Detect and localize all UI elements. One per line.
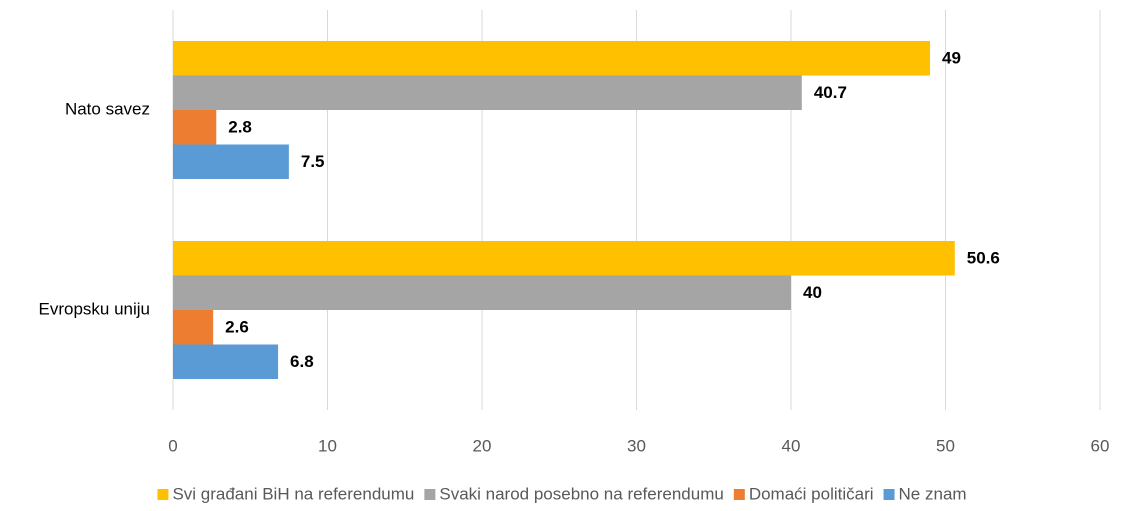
- x-tick-label: 20: [473, 436, 492, 455]
- x-tick-label: 0: [168, 436, 177, 455]
- data-label: 49: [942, 49, 961, 68]
- bar: [173, 75, 802, 110]
- data-label: 2.6: [225, 318, 249, 337]
- data-label: 40.7: [814, 83, 847, 102]
- bar: [173, 110, 217, 145]
- category-label: Nato savez: [65, 99, 150, 118]
- legend-swatch: [424, 489, 436, 500]
- legend-label: Ne znam: [899, 484, 967, 503]
- bar: [173, 41, 931, 76]
- data-label: 2.8: [228, 118, 252, 137]
- legend-swatch: [883, 489, 895, 500]
- bar: [173, 344, 279, 379]
- legend-label: Domaći političari: [749, 484, 874, 503]
- data-label: 7.5: [301, 152, 325, 171]
- legend-swatch: [733, 489, 745, 500]
- category-label: Evropsku uniju: [38, 299, 150, 318]
- bar: [173, 241, 955, 276]
- bar: [173, 310, 214, 345]
- bar: [173, 144, 289, 179]
- legend-label: Svaki narod posebno na referendumu: [439, 484, 723, 503]
- x-tick-label: 10: [318, 436, 337, 455]
- x-tick-label: 60: [1091, 436, 1110, 455]
- x-tick-label: 40: [782, 436, 801, 455]
- data-label: 50.6: [967, 249, 1000, 268]
- x-tick-label: 50: [936, 436, 955, 455]
- data-label: 40: [803, 283, 822, 302]
- bar: [173, 275, 791, 310]
- x-tick-label: 30: [627, 436, 646, 455]
- data-label: 6.8: [290, 352, 314, 371]
- legend-label: Svi građani BiH na referendumu: [172, 484, 414, 503]
- legend-swatch: [157, 489, 169, 500]
